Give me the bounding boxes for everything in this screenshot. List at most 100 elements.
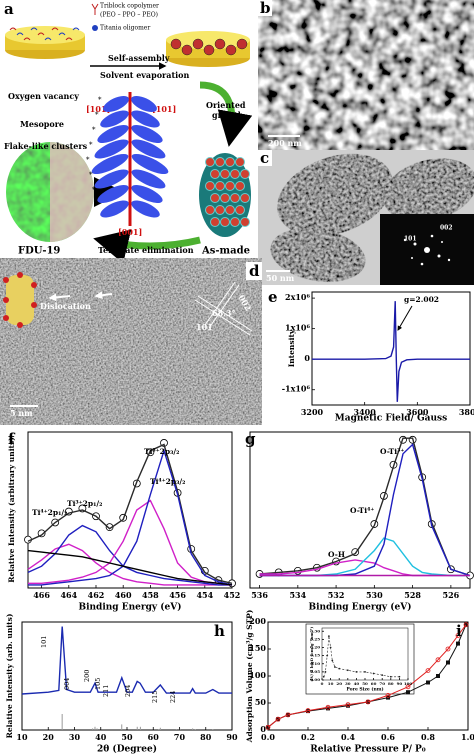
x-tick-label: 0.4 — [341, 732, 355, 742]
atom — [3, 297, 9, 303]
copolymer — [9, 27, 17, 31]
x-tick-label: 458 — [142, 590, 159, 600]
x-tick-label: 536 — [251, 590, 268, 600]
data-point — [365, 699, 371, 705]
y-axis-label: Adsorption Volume (cm³/g STP) — [245, 610, 254, 744]
copolymer — [65, 37, 73, 41]
data-point — [322, 675, 325, 678]
y-tick-label: 0.20 — [310, 645, 320, 650]
panel-label: f — [8, 430, 16, 448]
data-point — [364, 670, 366, 673]
micelle — [235, 205, 245, 215]
schematic-text: [001] — [118, 227, 142, 237]
x-axis-label: Magnetic Field/ Gauss — [335, 414, 447, 424]
data-point — [326, 706, 330, 711]
micelle — [181, 44, 193, 56]
vacancy-mark: * — [92, 186, 96, 194]
inset-particle — [6, 275, 34, 325]
copolymer — [51, 27, 59, 31]
schematic-text: Template elimination — [98, 245, 194, 255]
schematic-text: Flake-like clusters — [4, 141, 88, 151]
annotation: 200 — [83, 670, 91, 682]
y-tick-label: 2x10⁶ — [285, 292, 310, 302]
schematic-text: Oxygen vacancy — [8, 91, 79, 101]
data-point — [346, 703, 350, 708]
data-point — [331, 659, 334, 662]
y-tick-label: 0.05 — [310, 669, 320, 674]
flake — [131, 169, 166, 189]
data-point — [105, 523, 114, 532]
diffraction-spot — [441, 241, 443, 243]
series-line — [21, 626, 232, 695]
micelle — [203, 44, 215, 56]
micelle — [205, 181, 215, 191]
scale-bar-label: 50 nm — [266, 273, 295, 283]
x-tick-label: 10 — [328, 681, 334, 686]
x-tick-label: 0.0 — [261, 732, 275, 742]
annotation: Ti³⁺2p₃/₂ — [144, 447, 179, 456]
x-tick-label: 0.2 — [301, 732, 315, 742]
micelle — [235, 157, 245, 167]
plot-frame — [21, 621, 233, 731]
data-point — [398, 675, 401, 678]
copolymer — [30, 27, 38, 31]
data-point — [325, 704, 331, 710]
atom — [17, 272, 23, 278]
vacancy-mark: * — [86, 156, 90, 164]
plot-frame — [27, 431, 233, 589]
annotation: g=2.002 — [404, 295, 439, 304]
particle — [277, 153, 393, 237]
flake — [97, 124, 129, 144]
y-tick-label: 50 — [255, 697, 267, 707]
flake — [94, 139, 129, 159]
series-line — [267, 624, 467, 728]
annotation: 211 — [102, 685, 110, 697]
x-tick-label: 50 — [121, 732, 133, 742]
copolymer — [23, 37, 31, 41]
x-tick-label: 530 — [366, 590, 383, 600]
x-axis-label: 2θ (Degree) — [97, 744, 157, 755]
data-point — [334, 666, 336, 668]
x-axis-label: Relative Pressure P/ P₀ — [310, 745, 426, 755]
data-point — [381, 674, 384, 677]
atom — [31, 302, 37, 308]
panel-label: b — [260, 0, 271, 17]
annotation: O-Ti³⁺ — [380, 447, 404, 456]
annotation-arrow — [397, 305, 413, 331]
micelle — [170, 38, 182, 50]
y-tick-label: 0 — [304, 353, 310, 363]
panel-label: h — [214, 622, 225, 640]
data-point — [445, 646, 451, 652]
micelle — [220, 169, 230, 179]
label-box — [258, 0, 272, 16]
data-point — [285, 712, 291, 718]
series-line — [259, 559, 470, 577]
particle — [270, 228, 366, 282]
y-tick-label: 150 — [249, 643, 266, 653]
saed-label: 101 — [404, 236, 417, 243]
micelle — [240, 217, 250, 227]
data-point — [338, 667, 341, 670]
data-point — [329, 646, 332, 649]
micelle — [214, 38, 226, 50]
x-tick-label: 70 — [379, 681, 385, 686]
y-tick-label: 200 — [249, 616, 266, 626]
series-line — [28, 448, 233, 586]
schematic-text: (PEO – PPO – PEO) — [100, 12, 158, 19]
x-tick-label: 1.0 — [461, 732, 474, 742]
vacancy-mark: * — [98, 96, 102, 104]
annotation: Ti³⁺2p₁/₂ — [67, 499, 102, 508]
series-line — [28, 499, 233, 586]
schematic-text: Solvent evaporation — [100, 70, 190, 80]
data-point — [405, 684, 411, 690]
label-box — [258, 150, 272, 166]
diffraction-spot — [403, 238, 407, 242]
diffraction-spot — [411, 257, 413, 259]
micelle — [230, 193, 240, 203]
y-tick-label: 0.00 — [310, 677, 320, 682]
hrtem-text: Dislocation — [40, 301, 91, 311]
atom — [31, 282, 37, 288]
x-tick-label: 40 — [354, 681, 360, 686]
x-tick-label: 70 — [174, 732, 186, 742]
flake — [103, 95, 129, 113]
